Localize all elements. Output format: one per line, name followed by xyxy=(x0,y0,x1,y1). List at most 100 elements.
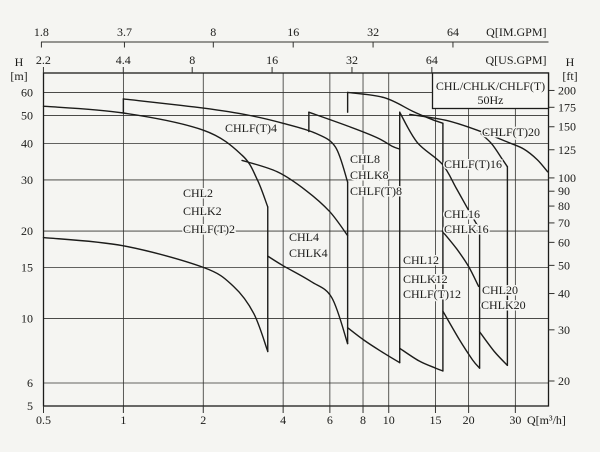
curve-label: CHLF(T)4 xyxy=(225,121,277,135)
right-axis-tick-label: 50 xyxy=(558,258,570,272)
right-axis-tick-label: 125 xyxy=(558,143,576,157)
im-gpm-tick-label: 16 xyxy=(287,25,299,39)
curve-label: CHLF(T)20 xyxy=(482,125,540,139)
plot-border xyxy=(42,72,550,407)
left-axis-tick-label: 50 xyxy=(21,108,33,122)
curve-label: CHL20 xyxy=(482,283,518,297)
left-axis-tick-label: 15 xyxy=(21,260,33,274)
us-gpm-tick-label: 8 xyxy=(189,53,195,67)
curve-label: CHLK4 xyxy=(289,246,328,260)
right-axis-unit: [ft] xyxy=(562,69,577,83)
grid xyxy=(43,73,549,406)
pump-curve-segment xyxy=(346,91,444,124)
pump-family-chl20-chlk20-chlf-t-20 xyxy=(409,113,549,367)
x-axis-title: Q[m³/h] xyxy=(527,413,566,427)
right-axis-tick-label: 90 xyxy=(558,184,570,198)
im-gpm-tick-label: 64 xyxy=(447,25,459,39)
pump-curve-segment xyxy=(42,105,269,208)
us-gpm-tick-label: 4.4 xyxy=(116,53,131,67)
pump-curve-segment xyxy=(122,98,349,183)
right-axis-title: H xyxy=(566,55,575,69)
pump-curve-segment xyxy=(480,133,509,168)
pump-curve-segment xyxy=(442,310,481,369)
chart-title: CHL/CHLK/CHLF(T) xyxy=(436,79,545,93)
curve-label: CHL16 xyxy=(444,207,480,221)
left-axis-tick-label: 40 xyxy=(21,137,33,151)
right-axis-tick-label: 30 xyxy=(558,323,570,337)
curve-label: CHL8 xyxy=(350,152,380,166)
x-axis-tick-label: 30 xyxy=(509,413,521,427)
curve-label: CHLF(T)2 xyxy=(183,222,235,236)
left-axis-tick-label: 6 xyxy=(27,376,33,390)
curve-label: CHLK16 xyxy=(444,222,489,236)
x-axis-tick-label: 10 xyxy=(383,413,395,427)
us-gpm-tick-label: 16 xyxy=(266,53,278,67)
x-axis-tick-label: 6 xyxy=(327,413,333,427)
pump-curve-segment xyxy=(399,111,481,230)
right-axis-tick-label: 175 xyxy=(558,100,576,114)
title-box xyxy=(431,72,550,110)
x-axis-tick-label: 20 xyxy=(463,413,475,427)
curve-labels: CHL/CHLK/CHLF(T)50Hz CHLF(T)4 CHL2 CHLK2 CHL… xyxy=(182,72,550,314)
im-gpm-tick-label: 8 xyxy=(210,25,216,39)
pump-family-chl12-chlk12-chlf-t-12 xyxy=(346,91,444,372)
right-axis-tick-label: 20 xyxy=(558,374,570,388)
pump-curve-segment xyxy=(308,111,401,150)
us-gpm-tick-label: 2.2 xyxy=(36,53,51,67)
pump-curve-segment xyxy=(409,113,549,173)
right-axis-tick-label: 60 xyxy=(558,235,570,249)
curve-label: CHL2 xyxy=(183,186,213,200)
curve-label: CHL12 xyxy=(403,253,439,267)
right-axis-tick-label: 100 xyxy=(558,171,576,185)
right-axis-tick-label: 40 xyxy=(558,287,570,301)
right-axis-tick-label: 200 xyxy=(558,83,576,97)
axes: 0.5 1 2 4 6 8 10 15 20 30 Q[m³/h] 1.8 3.7 8 16 32 64 Q[IM… xyxy=(10,25,577,427)
curve-label: CHLK8 xyxy=(350,168,389,182)
left-axis-tick-label: 5 xyxy=(27,399,33,413)
curve-label: CHLK20 xyxy=(481,298,526,312)
pump-curve-segment xyxy=(241,159,349,237)
im-gpm-tick-label: 3.7 xyxy=(117,25,132,39)
curve-label: CHLF(T)16 xyxy=(444,157,502,171)
us-gpm-tick-label: 64 xyxy=(426,53,438,67)
left-axis-tick-label: 20 xyxy=(21,224,33,238)
x-axis-tick-label: 15 xyxy=(429,413,441,427)
pump-family-chl4-chlk4-chlf-t-4 xyxy=(122,98,349,345)
x-axis-tick-label: 4 xyxy=(280,413,286,427)
left-axis-tick-label: 10 xyxy=(21,312,33,326)
right-axis-tick-label: 70 xyxy=(558,216,570,230)
pump-curve-segment xyxy=(478,331,509,367)
x-axis-tick-label: 1 xyxy=(120,413,126,427)
curve-label: CHLF(T)12 xyxy=(403,287,461,301)
chart-subtitle: 50Hz xyxy=(478,93,504,107)
left-axis-unit: [m] xyxy=(10,69,27,83)
curve-label: CHLF(T)8 xyxy=(350,184,402,198)
pump-curves xyxy=(42,91,549,372)
curve-label: CHLK2 xyxy=(183,204,222,218)
x-axis-tick-label: 8 xyxy=(360,413,366,427)
im-gpm-tick-label: 32 xyxy=(367,25,379,39)
pump-family-chl16-chlk16-chlf-t-16 xyxy=(399,111,481,369)
x-axis-tick-label: 2 xyxy=(200,413,206,427)
x-axis-tick-label: 0.5 xyxy=(36,413,51,427)
left-axis-tick-label: 30 xyxy=(21,173,33,187)
pump-curve-segment xyxy=(346,326,401,364)
curve-label: CHLK12 xyxy=(403,272,448,286)
pump-curve-segment xyxy=(267,255,349,345)
right-axis-tick-label: 150 xyxy=(558,120,576,134)
left-axis-title: H xyxy=(15,55,24,69)
im-gpm-axis-title: Q[IM.GPM] xyxy=(486,25,546,39)
pump-curve-segment xyxy=(399,347,444,372)
pump-family-chl8-chlk8-chlf-t-8 xyxy=(308,111,401,364)
right-axis-tick-label: 80 xyxy=(558,199,570,213)
pump-family-chl2-chlk2-chlf-t-2 xyxy=(42,105,269,353)
pump-curve-segment xyxy=(42,236,269,353)
pump-curve-segment xyxy=(441,230,480,288)
im-gpm-tick-label: 1.8 xyxy=(34,25,49,39)
us-gpm-axis-title: Q[US.GPM] xyxy=(485,53,546,67)
curve-label: CHL4 xyxy=(289,230,319,244)
us-gpm-tick-label: 32 xyxy=(346,53,358,67)
left-axis-tick-label: 60 xyxy=(21,85,33,99)
